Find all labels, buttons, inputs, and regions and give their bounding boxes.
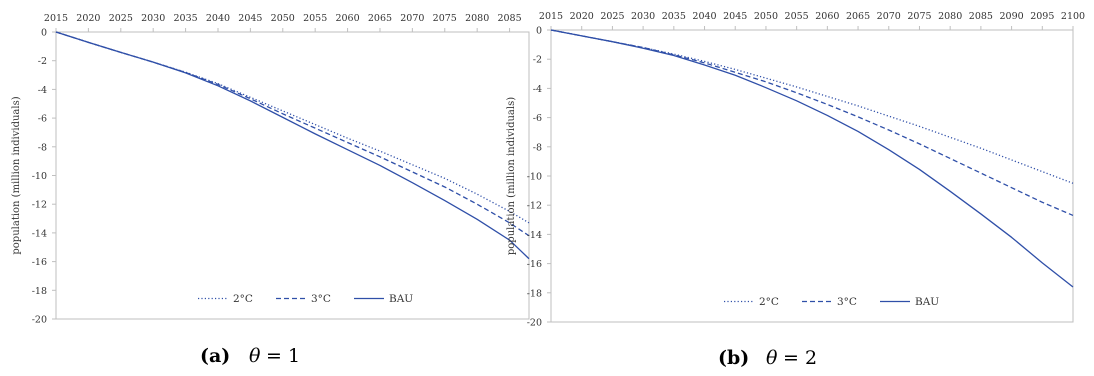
legend-label-b: 2°C (759, 296, 779, 308)
y-tick-label-b: -12 (527, 201, 542, 212)
y-tick-label-a: -4 (38, 85, 47, 96)
x-tick-label-b: 2040 (692, 11, 716, 22)
plot-frame-a (55, 31, 530, 320)
x-tick-label-b: 2045 (723, 11, 747, 22)
y-tick-label-a: -14 (32, 228, 47, 239)
x-tick-label-a: 2015 (44, 13, 68, 24)
y-tick-label-b: -10 (527, 172, 542, 183)
x-tick-label-a: 2050 (271, 13, 295, 24)
x-tick-label-a: 2080 (465, 13, 489, 24)
x-tick-label-b: 2080 (938, 11, 962, 22)
y-tick-label-b: -6 (533, 113, 542, 124)
x-tick-label-a: 2055 (303, 13, 327, 24)
legend-a: 2°C 3°C BAU (198, 293, 413, 305)
y-tick-label-a: -6 (38, 114, 47, 125)
x-tick-label-b: 2065 (846, 11, 870, 22)
y-tick-label-a: -2 (38, 56, 47, 67)
x-tick-label-a: 2085 (497, 13, 521, 24)
y-tick-label-a: -18 (32, 286, 47, 297)
x-tick-label-b: 2030 (631, 11, 655, 22)
y-tick-label-b: -14 (527, 230, 542, 241)
series-line-solid-b (550, 29, 1074, 288)
y-tick-label-a: -20 (32, 315, 47, 326)
x-tick-label-b: 2050 (754, 11, 778, 22)
x-tick-label-b: 2100 (1061, 11, 1085, 22)
y-tick-label-a: -16 (32, 257, 47, 268)
x-tick-label-a: 2035 (173, 13, 197, 24)
y-tick-label-a: 0 (41, 28, 47, 39)
y-tick-label-a: -12 (32, 200, 47, 211)
y-tick-label-b: -18 (527, 288, 542, 299)
series-line-dashed-a (55, 31, 530, 237)
x-tick-label-a: 2040 (206, 13, 230, 24)
plot-frame-b (550, 29, 1074, 323)
legend-label-b: BAU (915, 296, 939, 308)
x-tick-label-a: 2025 (109, 13, 133, 24)
x-tick-label-b: 2085 (969, 11, 993, 22)
caption-a-value: = 1 (266, 345, 300, 367)
x-tick-label-a: 2060 (335, 13, 359, 24)
x-tick-label-b: 2025 (600, 11, 624, 22)
caption-b-tag: (b) (718, 347, 749, 369)
chart-panel-a: 2015 2020 2025 2030 2035 2040 2045 2050 2055 2060… (11, 13, 530, 326)
x-tick-label-b: 2075 (907, 11, 931, 22)
y-tick-label-b: -16 (527, 259, 542, 270)
caption-b-value: = 2 (783, 347, 817, 369)
x-tick-label-b: 2095 (1030, 11, 1054, 22)
series-line-dotted-b (550, 29, 1074, 184)
x-tick-label-a: 2030 (141, 13, 165, 24)
x-tick-label-b: 2055 (785, 11, 809, 22)
y-tick-label-b: -8 (533, 142, 542, 153)
x-tick-label-a: 2070 (400, 13, 424, 24)
y-tick-label-b: 0 (536, 26, 542, 37)
x-tick-label-b: 2035 (662, 11, 686, 22)
y-tick-label-b: -2 (533, 55, 542, 66)
x-tick-label-a: 2020 (76, 13, 100, 24)
legend-label-b: 3°C (837, 296, 857, 308)
x-tick-label-b: 2015 (539, 11, 563, 22)
legend-b: 2°C 3°C BAU (724, 296, 939, 308)
caption-b-theta: θ (766, 347, 778, 369)
y-tick-label-a: -8 (38, 142, 47, 153)
x-tick-label-b: 2060 (815, 11, 839, 22)
caption-a: (a) θ = 1 (200, 345, 300, 367)
y-tick-label-a: -10 (32, 171, 47, 182)
caption-a-theta: θ (249, 345, 261, 367)
y-axis-label-a: population (million individuals) (11, 96, 22, 254)
x-tick-label-b: 2020 (570, 11, 594, 22)
y-tick-label-b: -20 (527, 318, 542, 329)
x-tick-label-b: 2070 (877, 11, 901, 22)
caption-b: (b) θ = 2 (718, 347, 817, 369)
x-tick-label-a: 2075 (433, 13, 457, 24)
caption-a-tag: (a) (200, 345, 230, 367)
legend-label-a: BAU (389, 293, 413, 305)
y-axis-label-b: population (million individuals) (506, 97, 517, 255)
chart-panel-b: 2015 2020 2025 2030 2035 2040 2045 2050 2055 2060… (506, 11, 1085, 329)
legend-label-a: 3°C (311, 293, 331, 305)
x-tick-label-a: 2045 (238, 13, 262, 24)
x-tick-label-a: 2065 (368, 13, 392, 24)
y-tick-label-b: -4 (533, 84, 542, 95)
series-line-dashed-b (550, 29, 1074, 217)
series-line-solid-a (55, 31, 530, 260)
legend-label-a: 2°C (233, 293, 253, 305)
x-tick-label-b: 2090 (999, 11, 1023, 22)
